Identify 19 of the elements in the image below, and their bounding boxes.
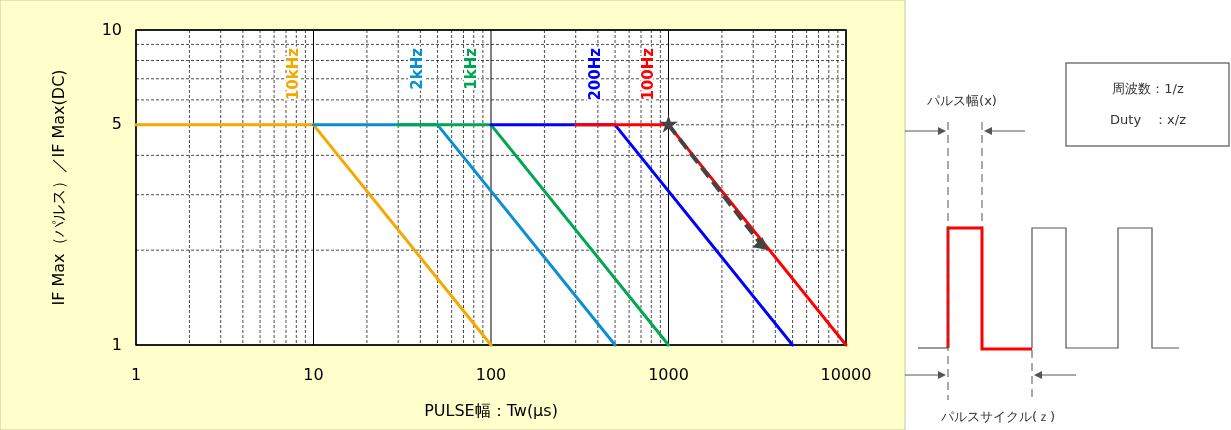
x-tick-label: 1000 [648,365,689,384]
y-axis-title: IF Max（パルス）／IF Max(DC) [49,69,68,306]
text: 周波数：1/z [1112,81,1184,96]
text: パルスサイクル(ｚ) [939,409,1056,424]
text: 1kHz [461,47,480,90]
text: 10kHz [284,47,302,101]
x-axis-title: PULSE幅：Tw(µs) [424,401,558,420]
text: 2kHz [408,47,427,90]
x-tick-label: 100 [475,365,507,384]
y-tick-label: 5 [111,114,122,134]
x-tick-label: 10 [303,365,324,384]
y-tick-label: 10 [101,19,122,39]
text: パルス幅(x) [926,93,997,108]
x-tick-label: 1 [130,365,142,384]
x-tick-label: 10000 [820,365,872,384]
text: Duty ：x/z [1110,112,1187,127]
text: 200Hz [585,47,604,101]
y-tick-label: 1 [111,334,122,354]
text: 100Hz [639,47,657,101]
